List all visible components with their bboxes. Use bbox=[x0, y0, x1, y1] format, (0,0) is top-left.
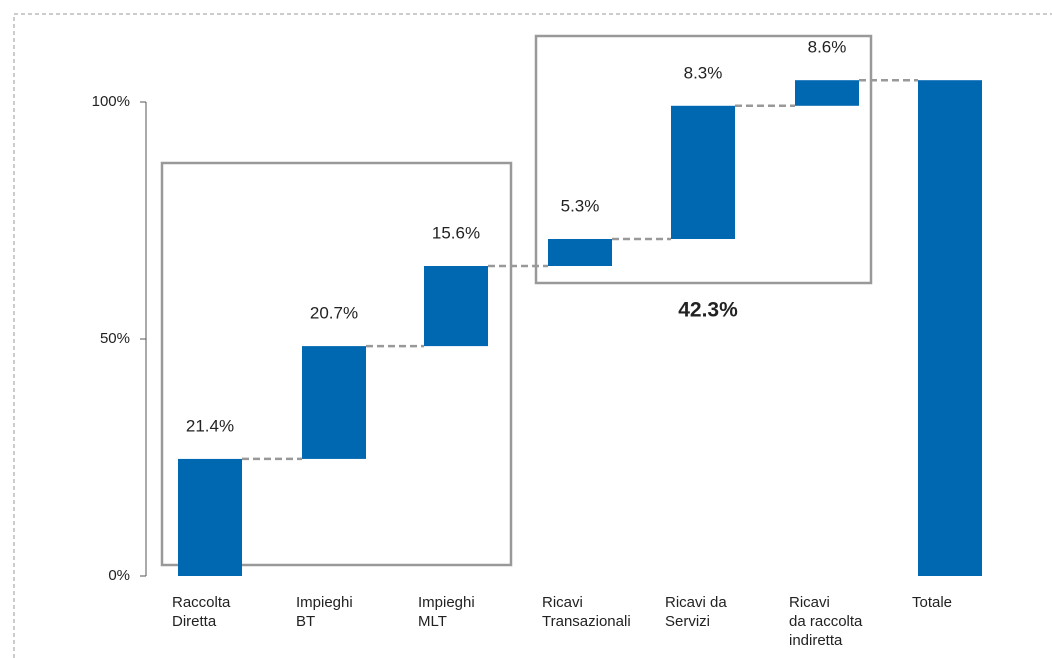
bar-label: 8.6% bbox=[808, 38, 847, 57]
annotation: 42.3% bbox=[678, 299, 738, 322]
bar bbox=[424, 266, 488, 347]
y-tick-label: 0% bbox=[108, 567, 130, 584]
x-tick-label: Transazionali bbox=[542, 613, 631, 630]
x-tick-label: Impieghi bbox=[418, 594, 475, 611]
bar bbox=[178, 458, 242, 576]
bar-label: 21.4% bbox=[186, 416, 234, 435]
bar bbox=[671, 105, 735, 239]
bar-label: 8.3% bbox=[684, 63, 723, 82]
x-tick-label: da raccolta bbox=[789, 613, 863, 630]
group-box bbox=[534, 34, 873, 285]
x-tick-label: Ricavi da bbox=[665, 594, 727, 611]
frame bbox=[13, 13, 1052, 658]
bar-label: 20.7% bbox=[310, 304, 358, 323]
x-tick-label: BT bbox=[296, 613, 315, 630]
x-tick-label: Impieghi bbox=[296, 594, 353, 611]
x-tick-label: Totale bbox=[912, 594, 952, 611]
bar bbox=[302, 346, 366, 459]
group-box bbox=[160, 161, 513, 567]
x-tick-label: Raccolta bbox=[172, 594, 231, 611]
bar bbox=[548, 238, 612, 267]
x-tick-label: indiretta bbox=[789, 632, 843, 649]
x-tick-label: MLT bbox=[418, 613, 447, 630]
x-tick-label: Ricavi bbox=[789, 594, 830, 611]
x-tick-label: Ricavi bbox=[542, 594, 583, 611]
bar-label: 5.3% bbox=[561, 196, 600, 215]
bar bbox=[795, 80, 859, 106]
y-tick-label: 100% bbox=[92, 93, 130, 110]
x-tick-label: Diretta bbox=[172, 613, 217, 630]
x-tick-label: Servizi bbox=[665, 613, 710, 630]
y-tick-label: 50% bbox=[100, 330, 130, 347]
bar-label: 15.6% bbox=[432, 223, 480, 242]
bar bbox=[918, 80, 982, 577]
